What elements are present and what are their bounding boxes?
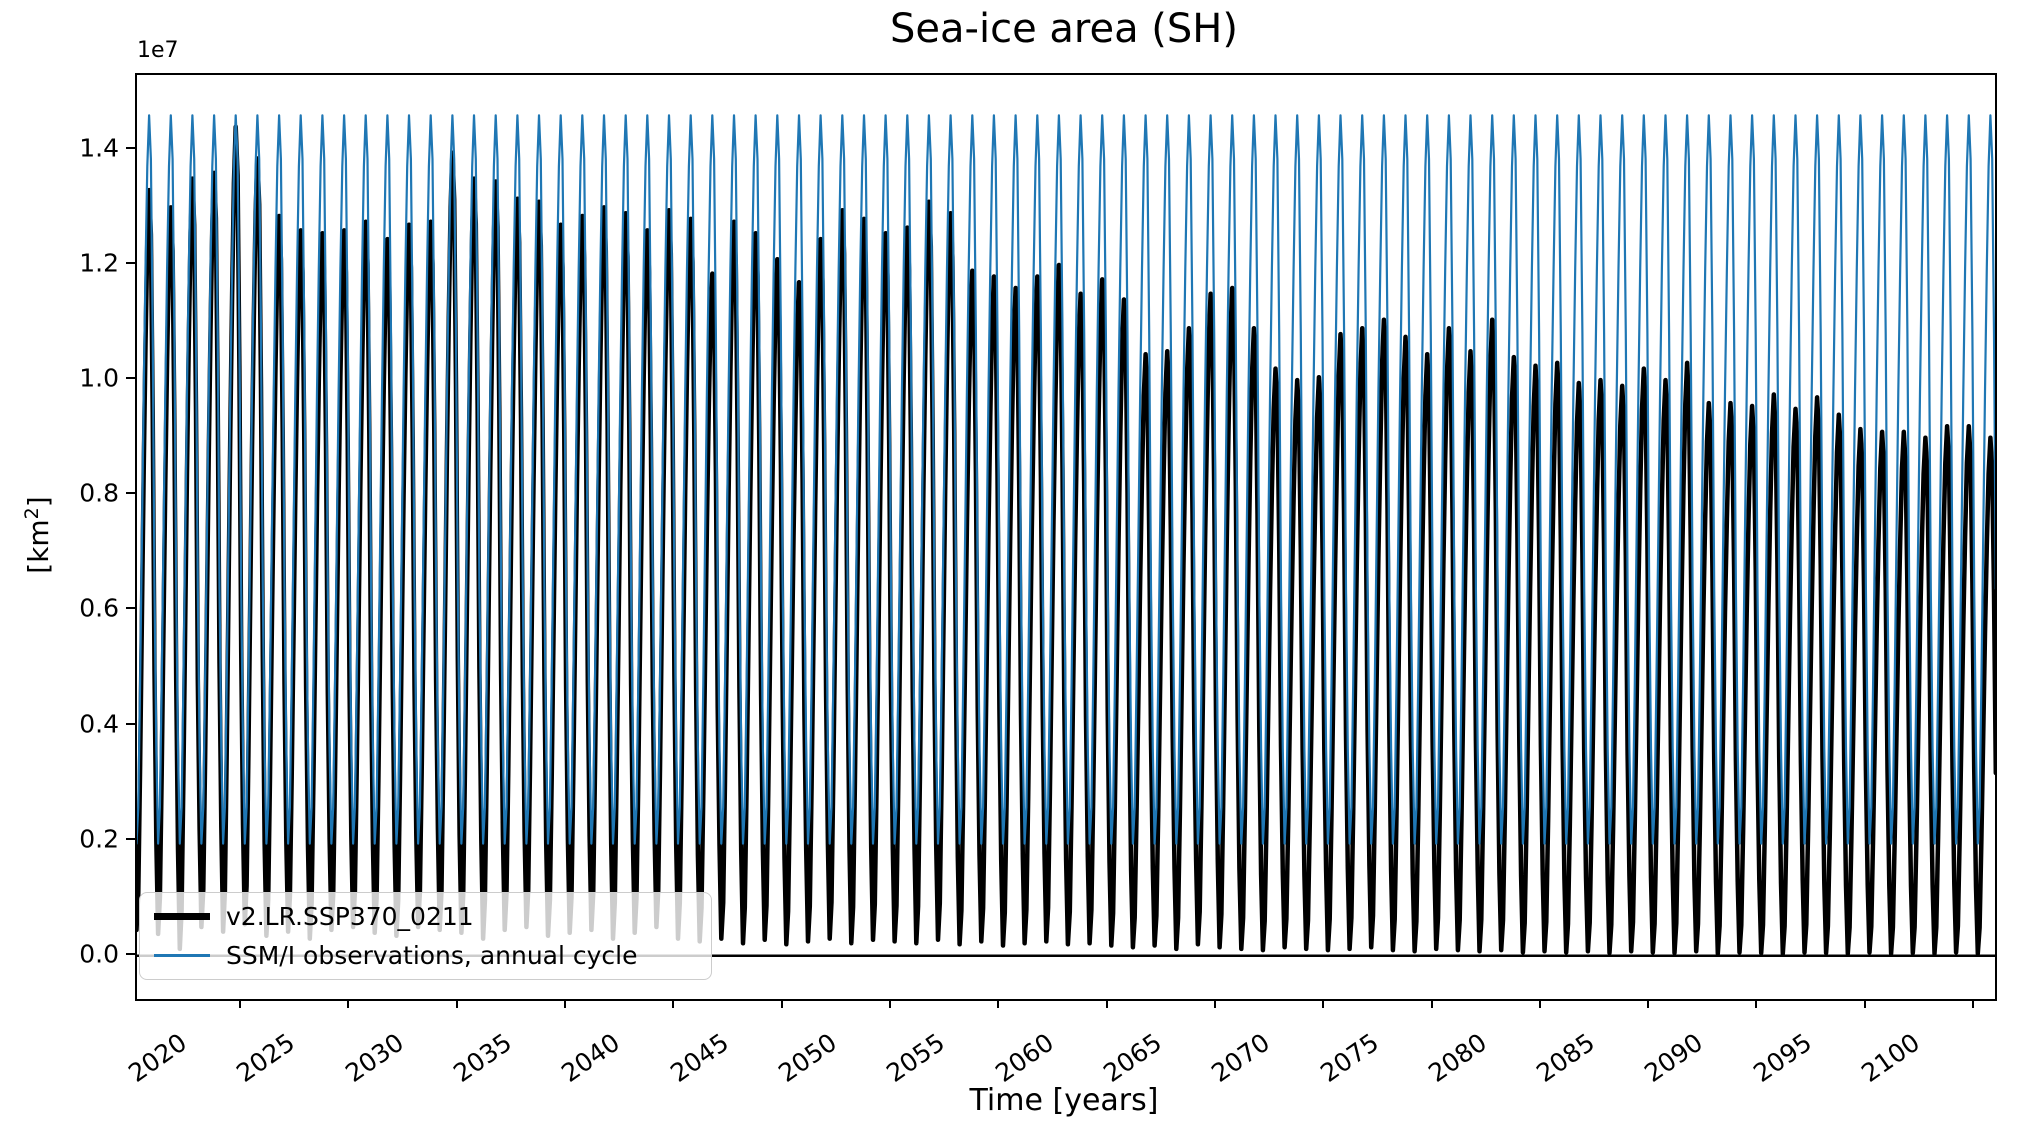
y-tick-mark [126, 146, 135, 149]
y-tick-mark [126, 607, 135, 610]
y-tick-mark [126, 722, 135, 725]
x-tick-mark [780, 999, 783, 1008]
x-tick-label: 2030 [339, 1027, 409, 1088]
y-tick-label: 0.2 [79, 824, 119, 854]
x-tick-label: 2045 [664, 1027, 734, 1088]
x-tick-label: 2055 [881, 1027, 951, 1088]
y-tick-mark [126, 377, 135, 380]
legend-item-model: v2.LR.SSP370_0211 [154, 902, 701, 931]
x-tick-mark [455, 999, 458, 1008]
y-tick-label: 1.4 [79, 133, 119, 163]
x-tick-label: 2090 [1639, 1027, 1709, 1088]
x-tick-mark [1972, 999, 1975, 1008]
model-series-line [137, 124, 1995, 956]
legend-label-model: v2.LR.SSP370_0211 [226, 902, 474, 931]
observations-series-line [137, 114, 1995, 845]
legend-box: v2.LR.SSP370_0211 SSM/I observations, an… [139, 892, 712, 980]
legend-item-observations: SSM/I observations, annual cycle [154, 941, 701, 970]
x-tick-mark [1863, 999, 1866, 1008]
model-line-swatch [154, 913, 210, 920]
x-tick-mark [672, 999, 675, 1008]
chart-title: Sea-ice area (SH) [890, 6, 1238, 52]
x-tick-label: 2100 [1856, 1027, 1926, 1088]
series-canvas [137, 114, 1995, 958]
x-tick-mark [1322, 999, 1325, 1008]
x-tick-mark [1213, 999, 1216, 1008]
x-tick-label: 2080 [1423, 1027, 1492, 1088]
x-tick-mark [564, 999, 566, 1008]
y-tick-mark [126, 261, 135, 264]
y-tick-label: 0.8 [79, 478, 119, 508]
x-tick-label: 2075 [1314, 1027, 1384, 1088]
x-tick-label: 2085 [1531, 1027, 1601, 1088]
x-tick-label: 2065 [1098, 1027, 1167, 1088]
y-tick-mark [126, 837, 135, 840]
y-tick-label: 0.4 [79, 709, 119, 739]
legend-label-observations: SSM/I observations, annual cycle [226, 941, 638, 970]
x-tick-label: 2025 [231, 1027, 301, 1088]
x-tick-label: 2070 [1206, 1027, 1276, 1088]
y-tick-label: 0.0 [79, 939, 119, 969]
x-axis-label: Time [years] [969, 1083, 1159, 1118]
plot-area [135, 73, 1997, 1001]
y-axis-offset-label: 1e7 [137, 38, 179, 63]
x-tick-mark [1105, 999, 1108, 1008]
x-tick-mark [997, 999, 1000, 1008]
x-tick-label: 2035 [448, 1027, 517, 1088]
y-tick-label: 1.2 [79, 248, 119, 278]
x-tick-mark [239, 999, 242, 1008]
x-tick-label: 2095 [1747, 1027, 1817, 1088]
x-tick-label: 2020 [123, 1027, 193, 1088]
y-tick-label: 0.6 [79, 593, 119, 623]
x-tick-mark [1647, 999, 1650, 1008]
x-tick-mark [888, 999, 891, 1008]
x-tick-mark [1755, 999, 1758, 1008]
y-axis-label: [km2] [20, 496, 56, 574]
y-tick-mark [126, 952, 135, 955]
x-tick-label: 2060 [989, 1027, 1059, 1088]
x-tick-mark [1538, 999, 1541, 1008]
x-tick-label: 2050 [773, 1027, 842, 1088]
observations-line-swatch [154, 954, 210, 957]
y-tick-mark [126, 492, 135, 495]
x-tick-mark [347, 999, 350, 1008]
x-tick-mark [1430, 999, 1433, 1008]
y-tick-label: 1.0 [79, 363, 119, 393]
x-tick-label: 2040 [556, 1027, 626, 1088]
